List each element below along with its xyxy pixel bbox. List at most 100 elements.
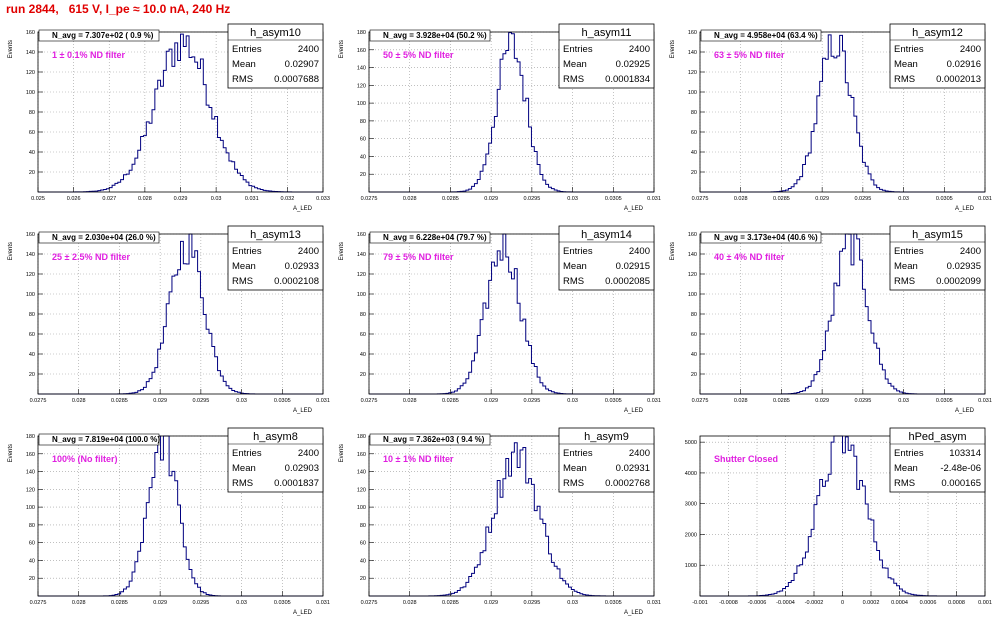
x-tick-label: 0.0305	[274, 600, 291, 606]
x-tick-label: 0.03	[567, 196, 578, 202]
y-tick-label: 160	[688, 232, 697, 238]
stats-label: Mean	[563, 463, 587, 474]
x-tick-label: 0.027	[102, 196, 116, 202]
x-tick-label: 0.031	[647, 600, 661, 606]
x-tick-label: 0.03	[567, 600, 578, 606]
y-tick-label: 60	[29, 541, 35, 547]
y-tick-label: 120	[357, 272, 366, 278]
stats-label: RMS	[232, 74, 253, 85]
x-tick-label: 0	[841, 600, 844, 606]
x-tick-label: 0.026	[67, 196, 81, 202]
y-axis-title: Events	[339, 40, 345, 58]
y-tick-label: 80	[691, 110, 697, 116]
stats-label: Entries	[232, 448, 262, 459]
y-tick-label: 140	[357, 66, 366, 72]
y-tick-label: 1000	[685, 563, 697, 569]
stats-label: RMS	[894, 276, 915, 287]
x-axis-title: A_LED	[624, 610, 644, 616]
y-tick-label: 20	[691, 372, 697, 378]
stats-label: RMS	[232, 478, 253, 489]
stats-box	[558, 427, 655, 493]
y-axis-title: Events	[8, 444, 14, 462]
x-tick-label: 0.031	[647, 196, 661, 202]
y-tick-label: 100	[26, 505, 35, 511]
stats-label: Mean	[563, 59, 587, 70]
stats-value: 0.0007688	[274, 74, 319, 85]
y-tick-label: 140	[357, 470, 366, 476]
navg-label: N_avg = 7.819e+04 (100.0 %)	[52, 435, 160, 444]
histogram-panel-h_asym9: 0.0275 0.028 0.0285 0.029 0.0295 0.03 0.0305 0.…	[339, 427, 661, 616]
x-tick-label: 0.0295	[854, 196, 871, 202]
stats-label: Mean	[894, 261, 918, 272]
stats-value: -2.48e-06	[940, 463, 981, 474]
navg-label: N_avg = 3.928e+04 (50.2 %)	[383, 31, 487, 40]
x-tick-label: 0.0295	[523, 398, 540, 404]
navg-label: N_avg = 2.030e+04 (26.0 %)	[52, 233, 156, 242]
stats-label: Entries	[563, 44, 593, 55]
y-tick-label: 100	[26, 90, 35, 96]
x-tick-label: 0.032	[280, 196, 294, 202]
y-tick-label: 100	[26, 292, 35, 298]
filter-label: 1 ± 0.1% ND filter	[52, 50, 125, 60]
stats-box	[889, 23, 986, 89]
histogram-panel-h_asym15: 0.0275 0.028 0.0285 0.029 0.0295 0.03 0.0305 0.…	[670, 225, 992, 414]
stats-label: Entries	[894, 448, 924, 459]
x-tick-label: 0.025	[31, 196, 45, 202]
histogram-panel-h_asym14: 0.0275 0.028 0.0285 0.029 0.0295 0.03 0.0305 0.…	[339, 225, 661, 414]
y-tick-label: 60	[360, 541, 366, 547]
stats-value: 2400	[960, 44, 981, 55]
navg-label: N_avg = 7.307e+02 ( 0.9 %)	[52, 31, 154, 40]
stats-value: 0.000165	[941, 478, 981, 489]
x-tick-label: 0.03	[236, 398, 247, 404]
x-tick-label: 0.028	[403, 398, 417, 404]
stats-label: Entries	[232, 44, 262, 55]
stats-label: RMS	[894, 478, 915, 489]
navg-label: N_avg = 3.173e+04 (40.6 %)	[714, 233, 818, 242]
filter-label: Shutter Closed	[714, 454, 778, 464]
x-tick-label: 0.0295	[523, 196, 540, 202]
navg-box	[700, 231, 822, 244]
y-tick-label: 4000	[685, 471, 697, 477]
y-tick-label: 40	[360, 154, 366, 160]
x-tick-label: -0.0002	[805, 600, 824, 606]
y-tick-label: 5000	[685, 440, 697, 446]
stats-value: 0.02907	[285, 59, 319, 70]
stats-label: Entries	[563, 246, 593, 257]
y-tick-label: 80	[29, 110, 35, 116]
y-tick-label: 160	[688, 30, 697, 36]
stats-value: 0.02933	[285, 261, 319, 272]
histogram-name: hPed_asym	[908, 431, 966, 443]
x-tick-label: 0.033	[316, 196, 330, 202]
plot-frame	[368, 435, 655, 597]
y-tick-label: 160	[357, 48, 366, 54]
histogram-panel-h_asym13: 0.0275 0.028 0.0285 0.029 0.0295 0.03 0.0305 0.…	[8, 225, 330, 414]
y-tick-label: 140	[688, 252, 697, 258]
stats-label: Mean	[894, 463, 918, 474]
navg-box	[38, 433, 160, 446]
x-tick-label: 0.03	[898, 196, 909, 202]
y-tick-label: 20	[29, 372, 35, 378]
stats-label: Mean	[232, 463, 256, 474]
x-tick-label: 0.0295	[192, 398, 209, 404]
stats-value: 0.0002108	[274, 276, 319, 287]
x-tick-label: 0.0305	[274, 398, 291, 404]
stats-value: 0.0001834	[605, 74, 650, 85]
x-tick-label: 0.0295	[523, 600, 540, 606]
y-tick-label: 20	[691, 170, 697, 176]
y-tick-label: 120	[26, 487, 35, 493]
histogram-bars	[38, 33, 323, 193]
x-tick-label: 0.0006	[920, 600, 937, 606]
stats-label: Entries	[563, 448, 593, 459]
navg-label: N_avg = 4.958e+04 (63.4 %)	[714, 31, 818, 40]
stats-value: 103314	[949, 448, 981, 459]
filter-label: 10 ± 1% ND filter	[383, 454, 454, 464]
x-tick-label: 0.0305	[605, 398, 622, 404]
y-tick-label: 40	[691, 352, 697, 358]
y-tick-label: 120	[357, 487, 366, 493]
x-tick-label: 0.028	[403, 196, 417, 202]
x-tick-label: 0.029	[153, 600, 167, 606]
stats-label: RMS	[563, 74, 584, 85]
navg-box	[369, 231, 491, 244]
histogram-panel-h_asym12: 0.0275 0.028 0.0285 0.029 0.0295 0.03 0.0305 0.…	[670, 23, 992, 212]
stats-value: 2400	[629, 448, 650, 459]
